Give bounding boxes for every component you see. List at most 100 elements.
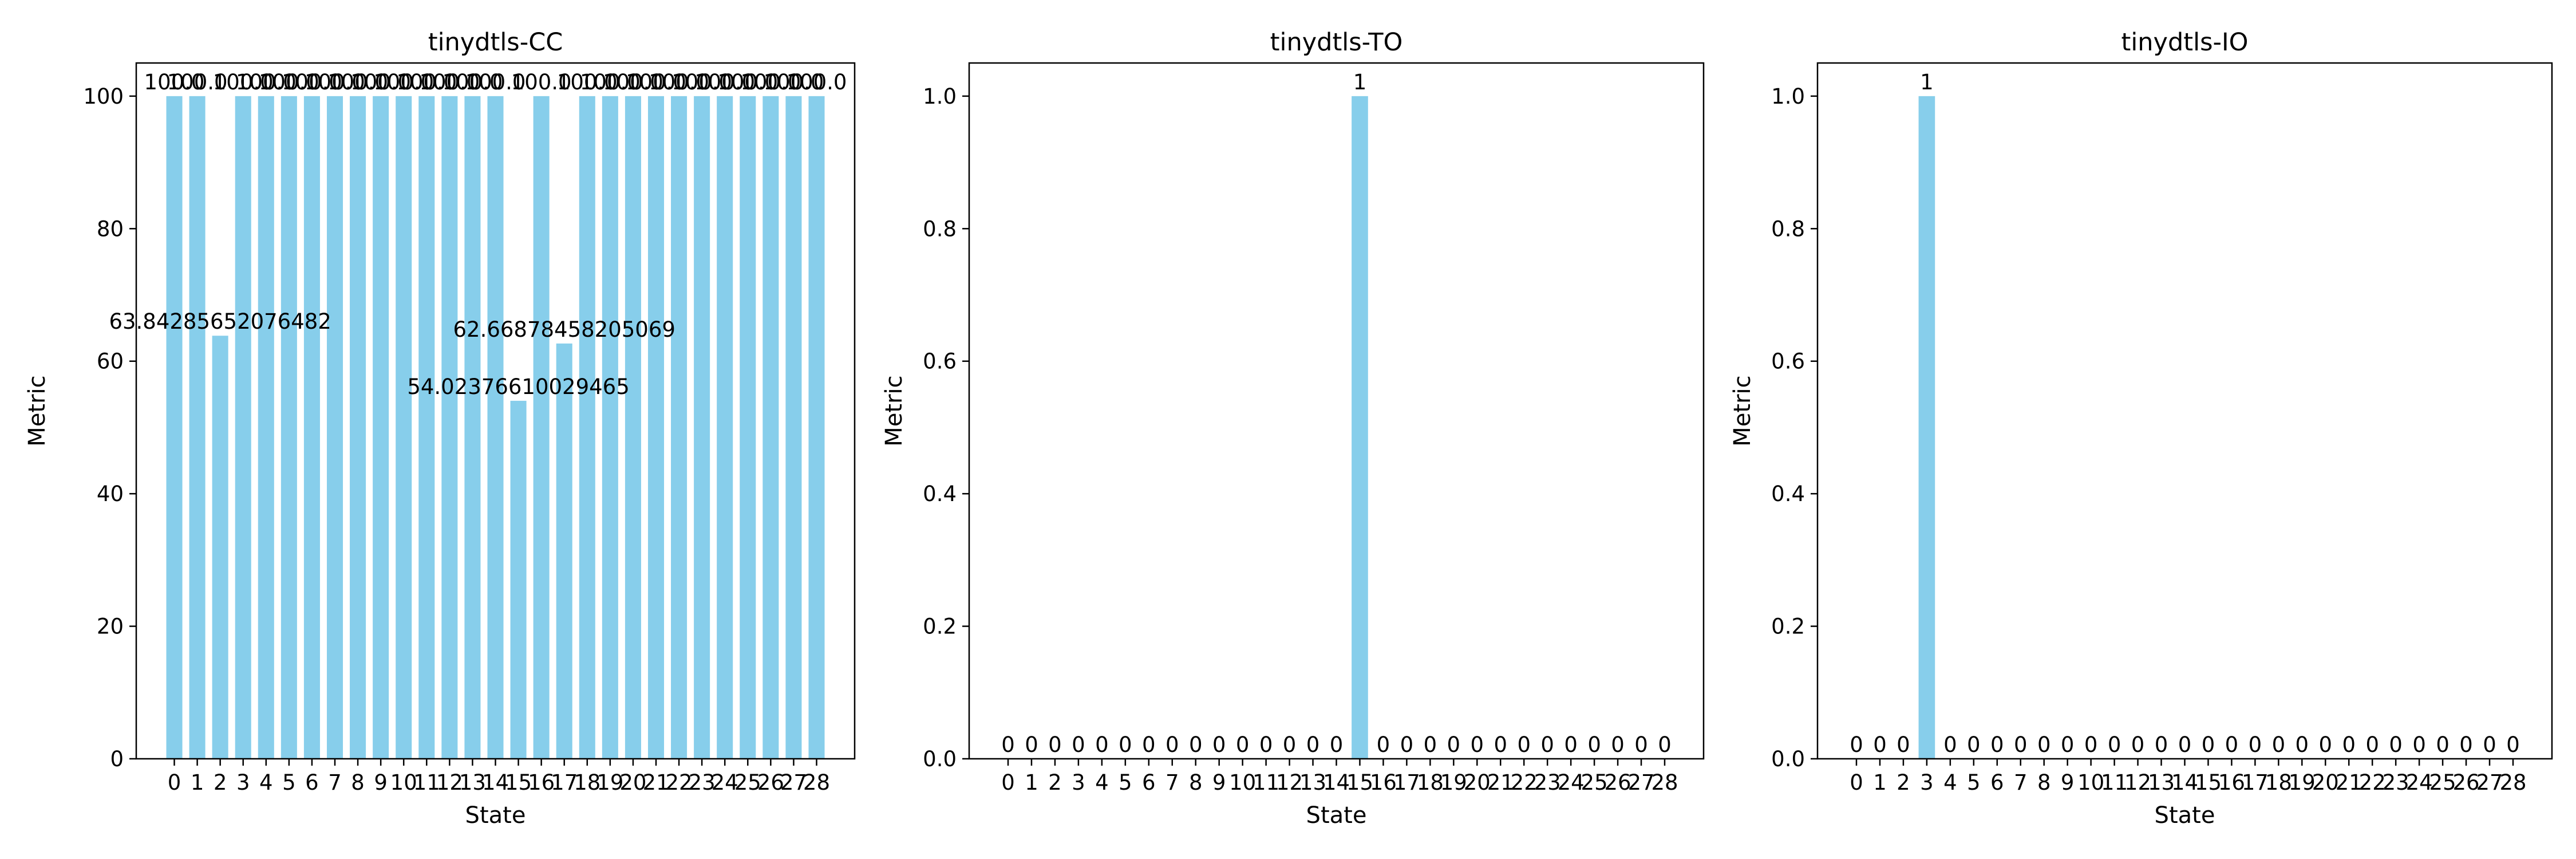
x-tick-label: 15 (2195, 770, 2222, 795)
data-label: 0 (2272, 732, 2286, 757)
data-label: 0 (2108, 732, 2121, 757)
bar (441, 96, 458, 759)
x-tick-label: 5 (1119, 770, 1132, 795)
x-tick-label: 27 (1627, 770, 1654, 795)
y-tick-label: 0.6 (1771, 349, 1805, 374)
data-label: 1 (1353, 70, 1367, 94)
data-label: 0 (2225, 732, 2239, 757)
data-label: 0 (2202, 732, 2215, 757)
x-tick-label: 0 (168, 770, 181, 795)
bar (373, 96, 389, 759)
x-tick-label: 9 (2061, 770, 2075, 795)
x-tick-label: 24 (1558, 770, 1585, 795)
data-label: 54.02376610029465 (407, 375, 629, 399)
x-tick-label: 27 (2476, 770, 2503, 795)
x-tick-label: 14 (1323, 770, 1350, 795)
x-tick-label: 2 (1048, 770, 1062, 795)
x-tick-label: 1 (191, 770, 204, 795)
x-tick-label: 9 (1212, 770, 1226, 795)
x-tick-label: 7 (2014, 770, 2028, 795)
data-label: 100.0 (787, 70, 847, 94)
data-label: 0 (2342, 732, 2356, 757)
data-label: 0 (2459, 732, 2473, 757)
x-tick-label: 11 (413, 770, 440, 795)
x-tick-label: 23 (1534, 770, 1561, 795)
data-label: 100.0 (327, 70, 388, 94)
x-tick-label: 14 (482, 770, 509, 795)
y-tick-label: 0.8 (1771, 216, 1805, 241)
data-label: 0 (2506, 732, 2520, 757)
x-tick-label: 17 (2242, 770, 2269, 795)
data-label: 100.0 (603, 70, 663, 94)
y-tick-label: 1.0 (923, 84, 957, 109)
data-label: 0 (2155, 732, 2168, 757)
x-tick-label: 17 (1393, 770, 1420, 795)
data-label: 0 (1517, 732, 1531, 757)
x-tick-label: 13 (1299, 770, 1326, 795)
data-label: 100.0 (442, 70, 503, 94)
x-tick-label: 25 (2429, 770, 2456, 795)
data-label: 0 (1259, 732, 1273, 757)
data-label: 0 (1658, 732, 1672, 757)
x-tick-label: 17 (551, 770, 578, 795)
bar (258, 96, 274, 759)
bar (762, 96, 779, 759)
x-tick-label: 22 (666, 770, 693, 795)
data-label: 0 (2436, 732, 2449, 757)
bar (602, 96, 618, 759)
x-tick-label: 10 (390, 770, 417, 795)
bar (166, 96, 183, 759)
x-tick-label: 19 (2289, 770, 2316, 795)
y-tick-label: 0.6 (923, 349, 957, 374)
x-tick-label: 3 (236, 770, 250, 795)
bar (579, 96, 595, 759)
bar (717, 96, 733, 759)
y-tick-label: 40 (97, 482, 124, 506)
data-label: 0 (1189, 732, 1203, 757)
x-tick-label: 23 (689, 770, 716, 795)
panels: 100.0100.063.84285652076482100.0100.0100… (24, 28, 2553, 829)
data-label: 100.0 (236, 70, 297, 94)
data-label: 0 (2061, 732, 2075, 757)
x-tick-label: 4 (1943, 770, 1957, 795)
x-tick-label: 0 (1001, 770, 1015, 795)
data-label: 100.0 (694, 70, 755, 94)
data-label: 0 (1494, 732, 1507, 757)
data-label: 0 (1236, 732, 1250, 757)
data-label: 100.0 (626, 70, 686, 94)
data-label: 0 (2014, 732, 2028, 757)
data-label: 100.0 (580, 70, 641, 94)
data-label: 0 (2412, 732, 2426, 757)
data-label: 0 (1873, 732, 1887, 757)
chart-panel-cc: 100.0100.063.84285652076482100.0100.0100… (24, 28, 856, 829)
bar (235, 96, 251, 759)
data-label: 0 (1447, 732, 1461, 757)
bar (464, 96, 481, 759)
data-label: 1 (1920, 70, 1934, 94)
data-label: 0 (1025, 732, 1038, 757)
x-tick-label: 16 (1370, 770, 1397, 795)
data-label: 63.84285652076482 (109, 309, 331, 334)
x-tick-label: 0 (1850, 770, 1863, 795)
data-label: 0 (1611, 732, 1625, 757)
data-label: 0 (1212, 732, 1226, 757)
bar (1352, 96, 1368, 759)
data-label: 100.0 (259, 70, 319, 94)
x-tick-label: 6 (1990, 770, 2004, 795)
x-tick-label: 26 (757, 770, 784, 795)
x-tick-label: 18 (574, 770, 600, 795)
x-tick-label: 10 (2077, 770, 2104, 795)
x-tick-label: 12 (2124, 770, 2151, 795)
x-tick-label: 26 (2453, 770, 2480, 795)
x-tick-label: 6 (1142, 770, 1156, 795)
x-tick-label: 4 (1095, 770, 1109, 795)
data-label: 0 (1283, 732, 1297, 757)
x-tick-label: 1 (1025, 770, 1038, 795)
x-tick-label: 16 (2218, 770, 2245, 795)
data-label: 100.0 (396, 70, 457, 94)
chart-panel-io: 0 0 010 0 0 0 0 0 0 0 0 0 0 0 0 0 0 0 0 0 0 0 0 0 0 0 00.00.20.40.… (1729, 28, 2553, 829)
x-tick-label: 27 (780, 770, 807, 795)
x-tick-label: 23 (2383, 770, 2409, 795)
data-label: 0 (2389, 732, 2403, 757)
